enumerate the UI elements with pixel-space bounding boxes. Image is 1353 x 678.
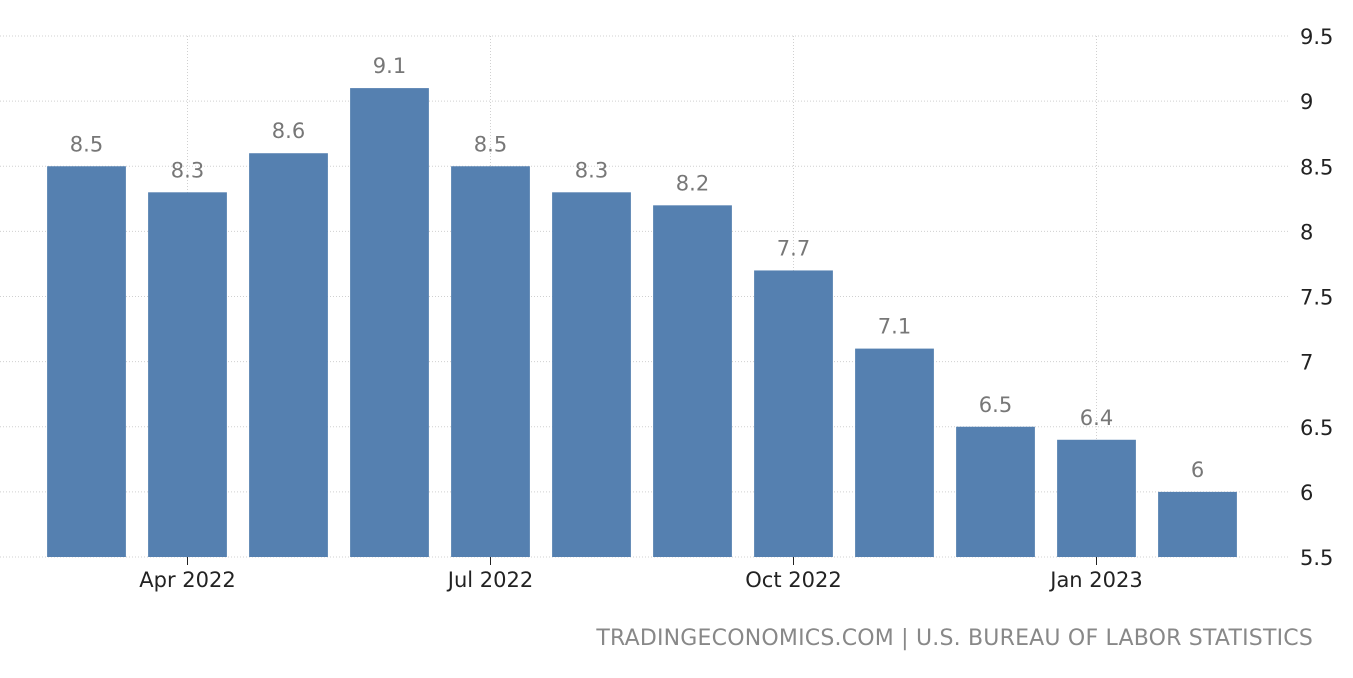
y-tick-label: 9.5 (1300, 25, 1333, 49)
bar (754, 270, 833, 557)
bar-value-label: 6 (1191, 458, 1204, 482)
bar (1158, 491, 1237, 557)
bar (350, 88, 429, 557)
bar (653, 205, 732, 557)
bar-value-label: 7.7 (777, 236, 810, 260)
source-credit: TRADINGECONOMICS.COM | U.S. BUREAU OF LA… (596, 626, 1313, 651)
x-tick-label: Jul 2022 (446, 568, 533, 592)
bar (148, 192, 227, 558)
bar (552, 192, 631, 558)
y-tick-label: 8.5 (1300, 155, 1333, 179)
bar (249, 153, 328, 557)
x-tick-label: Oct 2022 (745, 568, 841, 592)
bar-value-label: 8.5 (474, 132, 507, 156)
y-tick-label: 7 (1300, 351, 1313, 375)
bars (47, 88, 1237, 558)
y-tick-label: 8 (1300, 220, 1313, 244)
bar (855, 348, 934, 557)
bar-value-label: 6.5 (979, 393, 1012, 417)
y-tick-label: 5.5 (1300, 546, 1333, 570)
y-tick-label: 6 (1300, 481, 1313, 505)
bar-value-label: 8.3 (171, 158, 204, 182)
x-tick-label: Apr 2022 (139, 568, 235, 592)
value-labels: 8.5 8.3 8.6 9.1 8.5 8.3 8.2 7.7 7.1 6.5 6.4 6 (70, 54, 1204, 482)
bar-value-label: 8.3 (575, 158, 608, 182)
x-tick-label: Jan 2023 (1048, 568, 1143, 592)
y-axis: 5.5 6 6.5 7 7.5 8 8.5 9 9.5 (1300, 25, 1333, 570)
bar (47, 166, 126, 557)
bar-value-label: 9.1 (373, 54, 406, 78)
bar-value-label: 7.1 (878, 315, 911, 339)
y-tick-label: 7.5 (1300, 286, 1333, 310)
bar (1057, 439, 1136, 557)
x-axis: Apr 2022 Jul 2022 Oct 2022 Jan 2023 (139, 557, 1143, 592)
bar-value-label: 8.2 (676, 171, 709, 195)
y-tick-label: 6.5 (1300, 416, 1333, 440)
bar-value-label: 6.4 (1080, 406, 1113, 430)
y-tick-label: 9 (1300, 90, 1313, 114)
bar (956, 426, 1035, 557)
bar (451, 166, 530, 557)
bar-value-label: 8.5 (70, 132, 103, 156)
bar-value-label: 8.6 (272, 119, 305, 143)
